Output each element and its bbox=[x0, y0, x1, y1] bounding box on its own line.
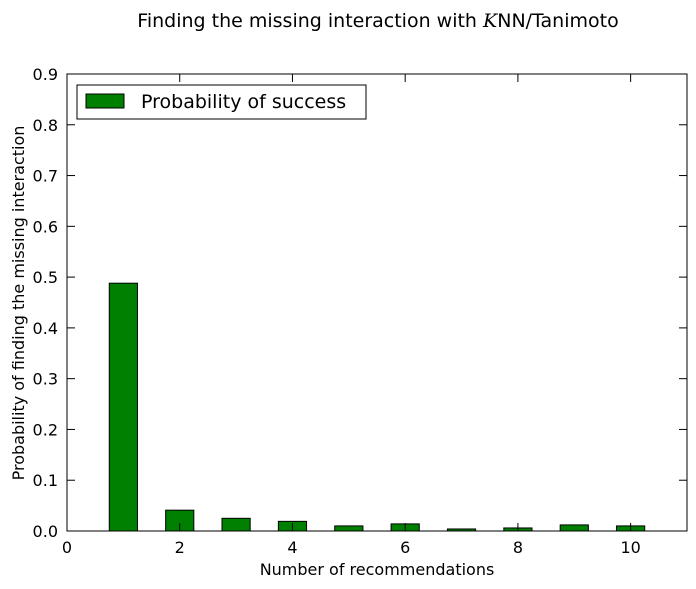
y-tick-label: 0.6 bbox=[33, 217, 58, 236]
x-tick-label: 8 bbox=[513, 538, 523, 557]
x-tick-label: 0 bbox=[62, 538, 72, 557]
x-tick-label: 4 bbox=[287, 538, 297, 557]
y-tick-label: 0.8 bbox=[33, 116, 58, 135]
x-axis-label: Number of recommendations bbox=[260, 560, 495, 579]
legend-swatch bbox=[85, 93, 125, 109]
axis-ticks: 0 2 4 6 8 10 0.0 0.1 0.2 0.3 0.4 0.5 0.6 0.7 0.8 0.9 bbox=[33, 65, 687, 557]
y-tick-label: 0.0 bbox=[33, 522, 58, 541]
legend-frame bbox=[76, 84, 367, 120]
y-axis-label: Probability of finding the missing inter… bbox=[9, 126, 28, 481]
y-tick-label: 0.4 bbox=[33, 319, 58, 338]
legend-label: Probability of success bbox=[141, 91, 346, 113]
bar-1 bbox=[108, 282, 138, 532]
x-tick-label: 6 bbox=[400, 538, 410, 557]
bar-5 bbox=[334, 525, 364, 532]
y-tick-label: 0.3 bbox=[33, 370, 58, 389]
x-tick-label: 10 bbox=[620, 538, 640, 557]
chart-title: Finding the missing interaction with KNN… bbox=[137, 10, 618, 32]
bar-9 bbox=[559, 524, 589, 532]
plot-area: 0 2 4 6 8 10 0.0 0.1 0.2 0.3 0.4 0.5 0.6 0.7 0.8 0.9 bbox=[33, 65, 688, 557]
y-tick-label: 0.2 bbox=[33, 420, 58, 439]
y-tick-label: 0.5 bbox=[33, 268, 58, 287]
bars-group bbox=[108, 282, 646, 532]
legend: Probability of success bbox=[76, 84, 367, 120]
y-tick-label: 0.7 bbox=[33, 167, 58, 186]
y-tick-label: 0.1 bbox=[33, 471, 58, 490]
bar-3 bbox=[221, 517, 251, 532]
plot-frame bbox=[66, 73, 688, 532]
y-tick-label: 0.9 bbox=[33, 65, 58, 84]
x-tick-label: 2 bbox=[175, 538, 185, 557]
